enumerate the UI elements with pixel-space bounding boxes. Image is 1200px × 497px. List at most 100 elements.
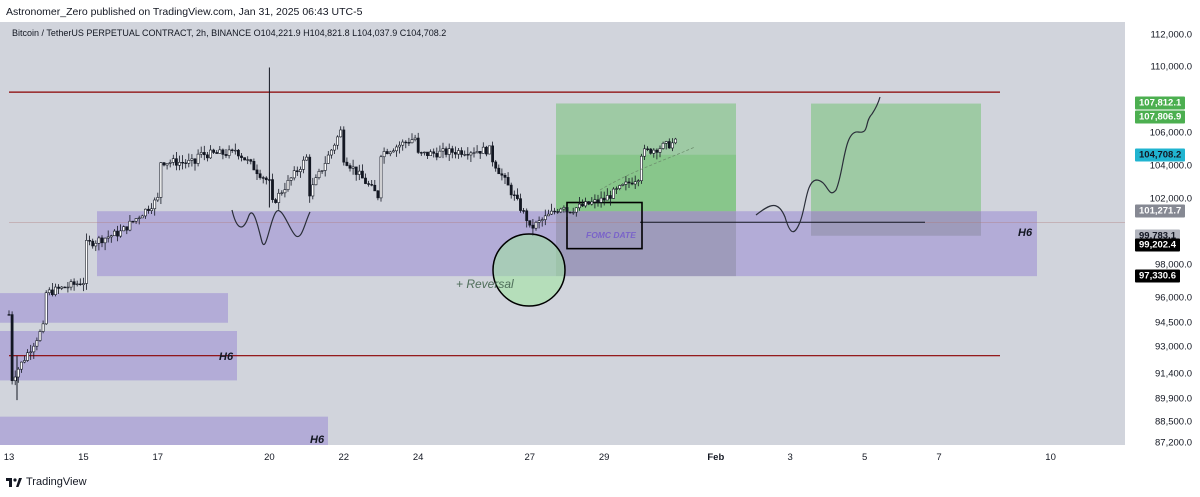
- candle-up: [122, 226, 126, 232]
- candle-down: [568, 211, 572, 214]
- candle-down: [360, 170, 364, 179]
- candle-up: [379, 156, 383, 199]
- candle-down: [370, 184, 374, 186]
- chart-canvas[interactable]: [0, 22, 1125, 467]
- price-tick-label: 102,000.0: [1149, 193, 1192, 205]
- candle-down: [274, 199, 278, 203]
- price-tick-label: 112,000.0: [1150, 29, 1192, 40]
- candle-down: [522, 210, 526, 212]
- candle-down: [258, 173, 262, 178]
- time-tick-label: 7: [936, 452, 942, 463]
- candle-down: [519, 198, 522, 211]
- candle-up: [277, 192, 281, 203]
- candle-down: [553, 210, 557, 213]
- candle-up: [323, 163, 327, 171]
- candle-up: [38, 331, 42, 341]
- candle-down: [460, 150, 464, 155]
- tradingview-brand: TradingView: [26, 476, 87, 488]
- candle-up: [395, 146, 398, 152]
- candle-up: [218, 149, 222, 154]
- candle-up: [438, 150, 442, 158]
- candle-down: [175, 158, 178, 166]
- candle-up: [320, 170, 324, 172]
- candle-up: [674, 138, 677, 144]
- time-tick-label: 27: [524, 452, 536, 463]
- candle-up: [593, 199, 597, 203]
- publish-info: Astronomer_Zero published on TradingView…: [6, 6, 363, 18]
- candle-down: [655, 149, 659, 153]
- candle-down: [202, 152, 206, 156]
- candle-up: [441, 148, 445, 152]
- candle-down: [308, 156, 312, 197]
- candle-up: [314, 177, 318, 186]
- candle-up: [401, 141, 405, 146]
- time-axis[interactable]: 13 15 17 20 22 24 27 29 Feb 3 5 7 10: [0, 445, 1125, 467]
- candle-down: [147, 208, 150, 211]
- candle-up: [302, 159, 305, 170]
- h6-label-right: H6: [1018, 227, 1033, 239]
- candle-down: [88, 240, 92, 242]
- candle-down: [596, 199, 600, 203]
- candle-down: [261, 177, 265, 179]
- candle-up: [150, 208, 154, 211]
- time-tick-label: 13: [3, 452, 15, 463]
- candle-up: [391, 150, 395, 153]
- candle-up: [351, 166, 355, 169]
- candle-up: [75, 283, 79, 286]
- candle-down: [295, 170, 299, 173]
- candle-down: [581, 203, 584, 207]
- candle-down: [162, 162, 166, 166]
- candle-up: [398, 144, 402, 148]
- time-tick-label: Feb: [707, 452, 725, 463]
- candle-up: [137, 217, 141, 220]
- candle-up: [382, 151, 386, 158]
- candle-up: [577, 203, 581, 209]
- candle-down: [484, 146, 488, 155]
- publish-header: Astronomer_Zero published on TradingView…: [0, 0, 1200, 22]
- candle-up: [621, 184, 625, 186]
- candle-down: [419, 152, 423, 154]
- candle-down: [646, 148, 650, 150]
- candle-up: [633, 181, 637, 185]
- candle-down: [181, 162, 185, 164]
- price-axis[interactable]: 112,000.0 110,000.0 106,000.0 104,000.0 102,…: [1125, 22, 1200, 467]
- candle-up: [605, 195, 609, 201]
- candle-up: [190, 158, 194, 161]
- candle-up: [543, 215, 547, 220]
- candle-up: [32, 345, 36, 353]
- drawn-curve-left: [231, 209, 311, 246]
- candle-down: [503, 174, 507, 178]
- candle-up: [159, 162, 163, 198]
- candle-up: [298, 169, 302, 173]
- candle-down: [373, 184, 377, 192]
- long-position-2-risk: [811, 211, 981, 236]
- h6-label-left: H6: [219, 351, 234, 363]
- long-position-2-profit: [811, 103, 981, 212]
- candle-up: [472, 152, 476, 154]
- dashed-trend-line: [599, 146, 696, 191]
- candle-down: [230, 149, 234, 151]
- candle-up: [305, 156, 309, 161]
- symbol-ohlc-line: Bitcoin / TetherUS PERPETUAL CONTRACT, 2…: [12, 28, 447, 38]
- candle-up: [26, 352, 30, 361]
- candle-up: [550, 210, 553, 215]
- candle-down: [426, 151, 429, 157]
- candle-down: [50, 289, 54, 295]
- candle-down: [57, 286, 61, 289]
- reversal-label: + Reversal: [456, 277, 514, 291]
- time-tick-label: 22: [338, 452, 350, 463]
- candle-down: [271, 179, 274, 200]
- candle-down: [7, 314, 11, 316]
- candle-up: [168, 162, 172, 164]
- candle-up: [196, 153, 200, 164]
- candle-down: [224, 154, 228, 156]
- candle-up: [410, 139, 414, 144]
- candle-up: [643, 148, 646, 157]
- candle-up: [357, 170, 361, 175]
- price-tick-label: 91,400.0: [1155, 368, 1192, 380]
- price-badge: 107,806.9: [1135, 110, 1186, 124]
- price-badge: 107,812.1: [1135, 96, 1186, 110]
- candle-down: [252, 161, 256, 171]
- candle-up: [540, 219, 544, 221]
- chart-plot-area[interactable]: Bitcoin / TetherUS PERPETUAL CONTRACT, 2…: [0, 22, 1125, 467]
